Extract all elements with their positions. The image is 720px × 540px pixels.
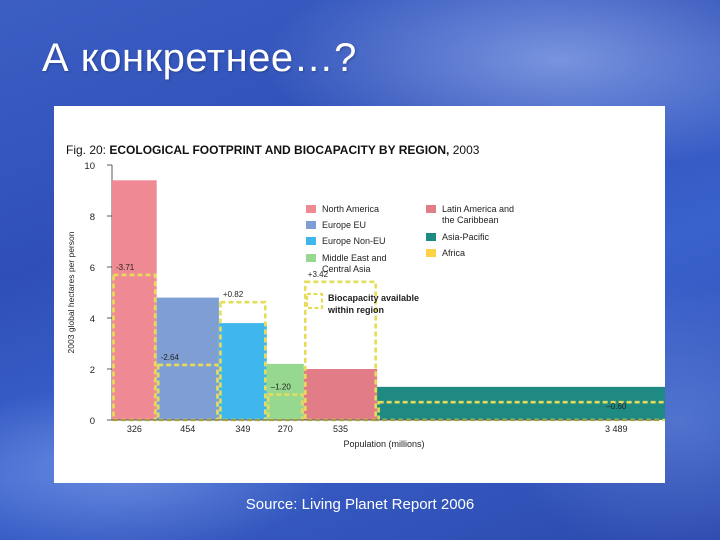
legend-label: Latin America and [442, 204, 514, 214]
legend-swatch [306, 205, 316, 213]
y-tick-label: 0 [90, 416, 95, 427]
source-caption: Source: Living Planet Report 2006 [245, 496, 475, 513]
population-label: 326 [127, 424, 142, 434]
y-tick-label: 10 [84, 161, 95, 172]
balance-label: -3.71 [116, 263, 135, 272]
legend-label: Asia-Pacific [442, 232, 490, 242]
legend-swatch [306, 254, 316, 262]
legend-biocapacity-label: Biocapacity available [328, 293, 419, 303]
legend-label: Middle East and [322, 253, 387, 263]
bar-asia-pacific [377, 386, 665, 420]
legend-label: Africa [442, 248, 465, 258]
legend-swatch [426, 205, 436, 213]
legend-biocapacity-label: within region [327, 305, 384, 315]
y-tick-label: 8 [90, 212, 95, 223]
slide-title: А конкретнее…? [42, 36, 357, 80]
legend-label: North America [322, 204, 379, 214]
legend-label: the Caribbean [442, 215, 499, 225]
balance-label: -2.64 [161, 353, 180, 362]
bar-middle-east-and-central-asia [266, 363, 304, 420]
legend-label: Central Asia [322, 264, 371, 274]
y-tick-label: 4 [90, 314, 95, 325]
biocapacity-outline [112, 273, 157, 422]
bar-europe-eu [156, 297, 219, 420]
legend-label: Europe Non-EU [322, 236, 386, 246]
y-tick-label: 6 [90, 263, 95, 274]
bar-north-america [112, 180, 157, 420]
balance-label: +3.42 [308, 270, 329, 279]
legend-swatch [306, 237, 316, 245]
bar-latin-america-and-the-caribbean [303, 369, 378, 420]
footprint-chart: Fig. 20: ECOLOGICAL FOOTPRINT AND BIOCAP… [66, 143, 665, 449]
balance-label: +0.82 [223, 290, 244, 299]
legend-swatch [306, 221, 316, 229]
y-tick-label: 2 [90, 365, 95, 376]
chart-title: Fig. 20: ECOLOGICAL FOOTPRINT AND BIOCAP… [66, 143, 480, 157]
balance-label: –1.20 [271, 383, 292, 392]
population-label: 535 [333, 424, 348, 434]
legend-label: Europe EU [322, 220, 366, 230]
x-axis-label: Population (millions) [343, 439, 424, 449]
legend-swatch [426, 233, 436, 241]
balance-label: –0.60 [606, 402, 627, 411]
population-label: 3 489 [605, 424, 628, 434]
population-label: 454 [180, 424, 195, 434]
chart-figure: Fig. 20: ECOLOGICAL FOOTPRINT AND BIOCAP… [54, 106, 665, 483]
population-label: 349 [235, 424, 250, 434]
y-axis-label: 2003 global hectares per person [66, 231, 76, 353]
population-label: 270 [278, 424, 293, 434]
legend-biocapacity-swatch [305, 292, 324, 310]
bar-europe-non-eu [218, 323, 267, 420]
biocapacity-outline [156, 363, 219, 422]
legend-swatch [426, 249, 436, 257]
